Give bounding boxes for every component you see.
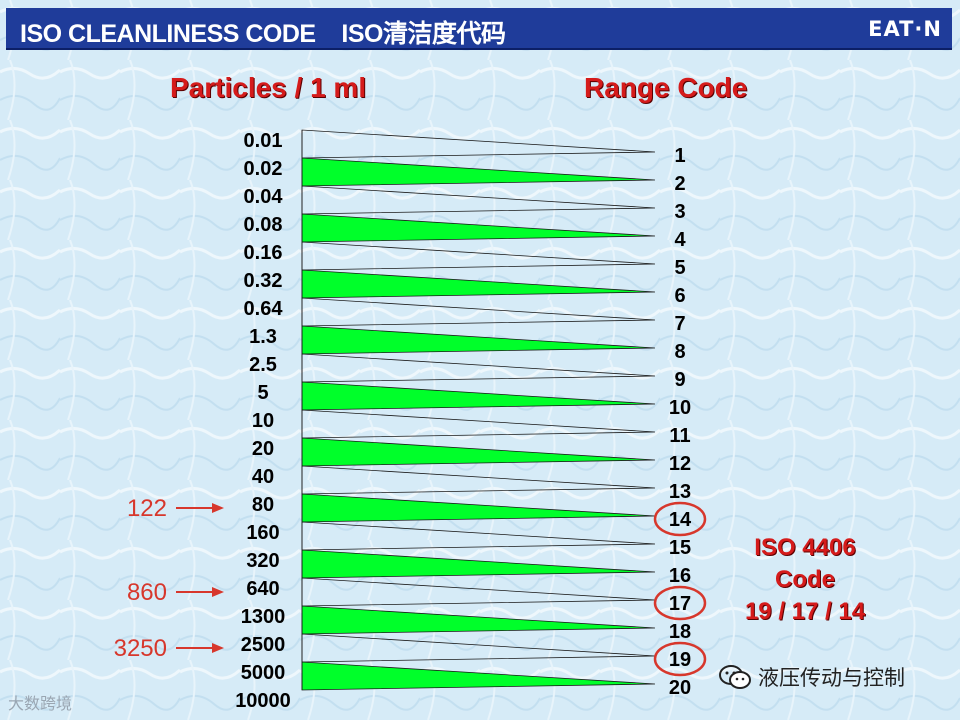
range-wedge bbox=[301, 633, 656, 663]
range-code-label: 6 bbox=[674, 285, 685, 307]
watermark-left: 大数跨境 bbox=[8, 690, 72, 714]
particle-label: 1.3 bbox=[249, 326, 277, 348]
code-highlight-circle bbox=[653, 501, 707, 537]
watermark-right: 液压传动与控制 bbox=[718, 662, 905, 692]
range-wedge bbox=[301, 325, 656, 355]
range-code-label: 15 bbox=[669, 537, 691, 559]
range-code-label: 14 bbox=[669, 509, 692, 531]
range-code-heading: Range Code bbox=[584, 72, 748, 103]
range-wedge bbox=[301, 269, 656, 299]
wedge-group bbox=[301, 129, 656, 691]
range-wedge bbox=[301, 129, 656, 159]
iso-4406-result: ISO 4406 Code 19 / 17 / 14 bbox=[725, 532, 885, 628]
range-wedge bbox=[301, 493, 656, 523]
particle-label: 10000 bbox=[235, 690, 291, 712]
particle-label: 160 bbox=[246, 522, 279, 544]
marker-arrow-head bbox=[212, 587, 224, 597]
measured-count-label: 122 bbox=[127, 495, 167, 522]
range-wedge bbox=[301, 241, 656, 271]
range-wedge bbox=[301, 213, 656, 243]
particle-label: 80 bbox=[252, 494, 274, 516]
particles-heading: Particles / 1 ml bbox=[170, 72, 367, 103]
particle-label: 40 bbox=[252, 466, 274, 488]
code-highlight-circle bbox=[653, 585, 707, 621]
range-code-label: 1 bbox=[674, 145, 685, 167]
particle-label: 0.16 bbox=[244, 242, 283, 264]
range-code-label: 3 bbox=[674, 201, 685, 223]
range-wedge bbox=[301, 605, 656, 635]
iso-result-line3: 19 / 17 / 14 bbox=[744, 598, 866, 625]
measured-count-label: 860 bbox=[127, 579, 167, 606]
particle-label: 5 bbox=[257, 382, 268, 404]
range-wedge bbox=[301, 465, 656, 495]
watermark-left-text: 大数跨境 bbox=[8, 694, 73, 713]
range-wedge bbox=[301, 381, 656, 411]
range-code-label: 19 bbox=[669, 649, 691, 671]
slide-title: ISO CLEANLINESS CODE ISO清洁度代码 bbox=[20, 20, 506, 48]
range-code-label: 5 bbox=[674, 257, 685, 279]
range-code-label: 13 bbox=[669, 481, 691, 503]
range-wedge bbox=[301, 437, 656, 467]
range-wedge bbox=[301, 353, 656, 383]
range-wedge bbox=[301, 661, 656, 691]
range-code-label: 7 bbox=[674, 313, 685, 335]
particle-label: 0.32 bbox=[244, 270, 283, 292]
range-code-label: 2 bbox=[674, 173, 685, 195]
marker-arrow-head bbox=[212, 643, 224, 653]
range-code-label: 9 bbox=[674, 369, 685, 391]
range-code-label: 8 bbox=[674, 341, 685, 363]
particle-label: 2500 bbox=[241, 634, 286, 656]
iso-result-line2: Code bbox=[775, 566, 835, 593]
range-code-label: 20 bbox=[669, 677, 691, 699]
watermark-right-text: 液压传动与控制 bbox=[758, 666, 905, 690]
range-wedge bbox=[301, 577, 656, 607]
code-highlight-circle bbox=[653, 641, 707, 677]
range-code-label: 12 bbox=[669, 453, 691, 475]
particle-label: 640 bbox=[246, 578, 279, 600]
wechat-icon bbox=[719, 665, 751, 689]
particle-label: 0.04 bbox=[244, 186, 284, 208]
range-wedge bbox=[301, 157, 656, 187]
range-code-label: 10 bbox=[669, 397, 691, 419]
particle-label: 320 bbox=[246, 550, 279, 572]
particle-label: 10 bbox=[252, 410, 274, 432]
range-code-label: 11 bbox=[669, 425, 690, 447]
range-wedge bbox=[301, 409, 656, 439]
particle-label: 2.5 bbox=[249, 354, 277, 376]
particle-label: 1300 bbox=[241, 606, 286, 628]
range-code-label: 4 bbox=[674, 229, 686, 251]
range-wedge bbox=[301, 185, 656, 215]
iso-result-line1: ISO 4406 bbox=[754, 534, 856, 561]
measured-count-label: 3250 bbox=[114, 635, 167, 662]
title-bar: ISO CLEANLINESS CODE ISO清洁度代码 EAT·N bbox=[6, 8, 952, 50]
eaton-logo: EAT·N bbox=[868, 17, 942, 41]
particle-label: 0.02 bbox=[244, 158, 283, 180]
marker-arrow-head bbox=[212, 503, 224, 513]
range-code-label: 17 bbox=[669, 593, 691, 615]
range-code-label: 16 bbox=[669, 565, 691, 587]
particle-label: 0.64 bbox=[244, 298, 284, 320]
particle-label: 5000 bbox=[241, 662, 286, 684]
range-wedge bbox=[301, 549, 656, 579]
particle-label: 20 bbox=[252, 438, 274, 460]
range-wedge bbox=[301, 297, 656, 327]
particle-label: 0.01 bbox=[244, 130, 283, 152]
range-code-label: 18 bbox=[669, 621, 691, 643]
particle-label: 0.08 bbox=[244, 214, 283, 236]
range-wedge bbox=[301, 521, 656, 551]
